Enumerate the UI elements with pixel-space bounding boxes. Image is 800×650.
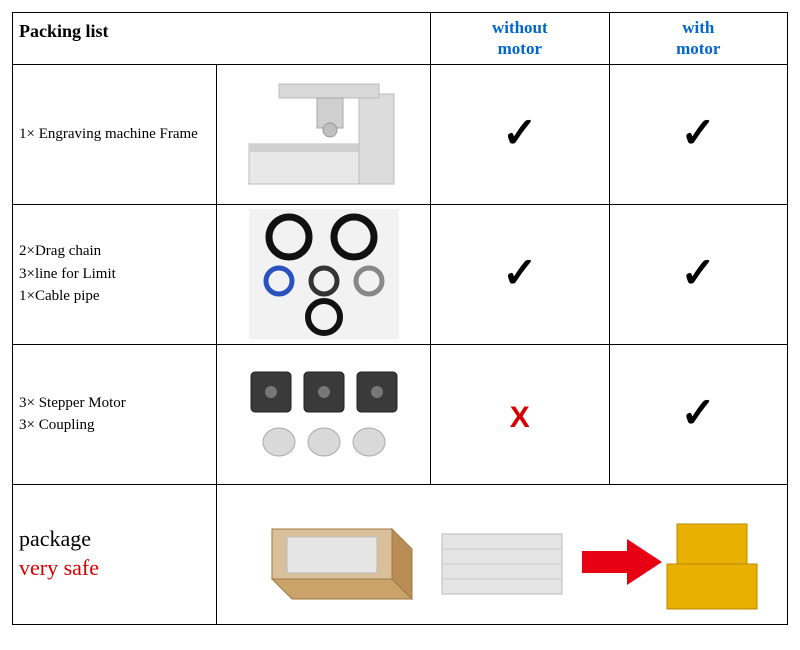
packing-list-title: Packing list [13, 13, 431, 65]
header-without-line2: motor [498, 39, 542, 58]
mark-with-motor [609, 204, 787, 344]
column-header-with-motor: with motor [609, 13, 787, 65]
arrow-right-icon [582, 539, 662, 585]
item-description: 1× Engraving machine Frame [13, 64, 217, 204]
package-label-line1: package [19, 526, 91, 551]
package-row: package very safe [13, 484, 788, 624]
item-description: 2×Drag chain 3×line for Limit 1×Cable pi… [13, 204, 217, 344]
mark-without-motor [431, 344, 609, 484]
item-image-cell [216, 64, 430, 204]
package-illustration-icon [242, 489, 762, 619]
header-without-line1: without [492, 18, 548, 37]
table-row: 3× Stepper Motor 3× Coupling [13, 344, 788, 484]
package-image-cell [216, 484, 787, 624]
desc-line: 1×Cable pipe [19, 288, 100, 304]
mark-with-motor [609, 344, 787, 484]
item-image-cell [216, 344, 430, 484]
check-icon [502, 111, 537, 157]
check-icon [681, 111, 716, 157]
mark-with-motor [609, 64, 787, 204]
column-header-without-motor: without motor [431, 13, 609, 65]
package-label-line2: very safe [19, 555, 99, 580]
desc-line: 2×Drag chain [19, 243, 101, 259]
package-label-cell: package very safe [13, 484, 217, 624]
check-icon [502, 251, 537, 297]
cross-icon [510, 391, 530, 437]
item-description: 3× Stepper Motor 3× Coupling [13, 344, 217, 484]
table-header-row: Packing list without motor with motor [13, 13, 788, 65]
table-row: 2×Drag chain 3×line for Limit 1×Cable pi… [13, 204, 788, 344]
stepper-motors-icon [239, 364, 409, 464]
desc-line: 3× Coupling [19, 417, 95, 433]
packing-list-table: Packing list without motor with motor 1×… [12, 12, 788, 625]
desc-line: 3×line for Limit [19, 266, 116, 282]
check-icon [681, 251, 716, 297]
check-icon [681, 391, 716, 437]
cables-icon [249, 209, 399, 339]
header-with-line2: motor [676, 39, 720, 58]
header-with-line1: with [682, 18, 714, 37]
desc-line: 1× Engraving machine Frame [19, 126, 198, 142]
item-image-cell [216, 204, 430, 344]
mark-without-motor [431, 204, 609, 344]
table-row: 1× Engraving machine Frame [13, 64, 788, 204]
engraving-frame-icon [239, 74, 409, 194]
desc-line: 3× Stepper Motor [19, 395, 126, 411]
mark-without-motor [431, 64, 609, 204]
